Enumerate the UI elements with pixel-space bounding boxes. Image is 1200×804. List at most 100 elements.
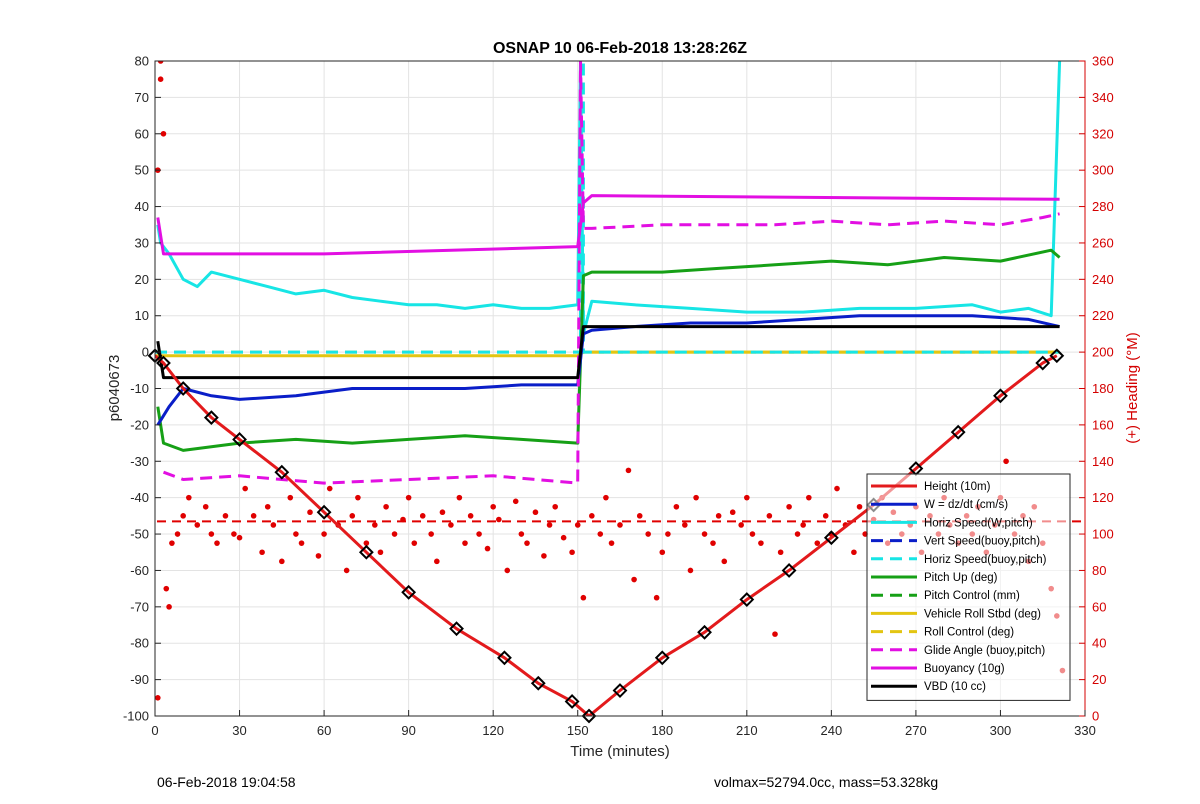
y-tick-label: 70 [135, 90, 149, 105]
y-tick-label: -30 [130, 454, 149, 469]
heading-point [250, 513, 257, 519]
chart-title: OSNAP 10 06-Feb-2018 13:28:26Z [493, 40, 747, 57]
footer-volmax-mass: volmax=52794.0cc, mass=53.328kg [714, 774, 938, 790]
y-tick-label: 10 [135, 308, 149, 323]
heading-point [372, 522, 378, 528]
y-tick-label: 80 [135, 54, 149, 69]
heading-point [822, 513, 829, 519]
heading-point [631, 576, 637, 583]
heading-point [157, 76, 164, 82]
heading-point [307, 509, 313, 516]
heading-point [222, 513, 229, 519]
heading-point [166, 604, 172, 610]
heading-point [518, 531, 525, 537]
height-marker [530, 675, 546, 691]
y2-tick-label: 260 [1092, 235, 1114, 250]
heading-point [186, 494, 192, 501]
heading-point [194, 522, 201, 528]
height-marker [581, 708, 597, 724]
heading-point [462, 540, 468, 546]
y2-tick-label: 80 [1092, 563, 1106, 578]
heading-point [560, 534, 567, 541]
y-tick-label: 40 [135, 199, 149, 214]
y2-tick-label: 280 [1092, 199, 1114, 214]
heading-point [693, 494, 699, 501]
heading-point [259, 549, 265, 556]
left-axis-ticks: -100-90-80-70-60-50-40-30-20-10010203040… [123, 54, 161, 724]
heading-point [321, 531, 327, 537]
y2-tick-label: 180 [1092, 381, 1114, 396]
y-tick-label: -100 [123, 709, 149, 724]
heading-point [484, 545, 491, 552]
y-tick-label: -10 [130, 381, 149, 396]
y2-axis-label: (+) Heading (°M) [1124, 332, 1141, 443]
heading-point [766, 513, 773, 519]
heading-point [541, 553, 547, 559]
series-horiz-speed-w-pitch [156, 61, 1062, 336]
footer-timestamp: 06-Feb-2018 19:04:58 [157, 774, 296, 790]
heading-point [242, 485, 248, 492]
heading-point [428, 531, 434, 537]
heading-point [496, 516, 502, 523]
heading-point [377, 549, 384, 556]
heading-point [208, 531, 215, 537]
heading-point [419, 513, 426, 519]
x-tick-label: 330 [1074, 723, 1096, 738]
heading-point [202, 503, 209, 510]
heading-point [574, 522, 581, 528]
y-tick-label: -60 [130, 563, 149, 578]
legend-entry: Buoyancy (10g) [924, 663, 1005, 675]
y2-tick-label: 320 [1092, 126, 1114, 141]
heading-point [411, 540, 418, 546]
heading-point [504, 567, 511, 574]
heading-point [710, 540, 716, 546]
heading-point [236, 534, 243, 541]
y-tick-label: -80 [130, 636, 149, 651]
heading-point [467, 513, 474, 519]
height-marker [175, 381, 191, 396]
height-marker [232, 432, 247, 447]
y2-tick-label: 40 [1092, 636, 1106, 651]
heading-point [687, 567, 694, 574]
heading-point [174, 531, 181, 537]
series-horiz-speed-buoy-pitch [155, 61, 1060, 354]
x-axis-ticks: 0 30 60 90 120 150 180 210 240 270 300 330 [151, 710, 1096, 738]
heading-point [569, 549, 575, 556]
heading-point [800, 522, 806, 528]
heading-point [701, 531, 708, 537]
height-marker [612, 683, 628, 698]
y2-tick-label: 300 [1092, 163, 1114, 178]
heading-point [721, 558, 728, 565]
heading-point [298, 540, 305, 546]
heading-point [270, 522, 277, 528]
heading-point [546, 522, 553, 528]
heading-point [1003, 458, 1009, 465]
y2-tick-label: 100 [1092, 527, 1114, 542]
height-marker [358, 544, 374, 560]
y2-tick-label: 0 [1092, 709, 1099, 724]
heading-point [343, 567, 350, 574]
y-tick-label: -20 [130, 417, 149, 432]
y2-tick-label: 20 [1092, 672, 1106, 687]
heading-point [315, 553, 322, 559]
y-tick-label: -40 [130, 490, 149, 505]
height-marker [564, 694, 580, 709]
legend: Height (10m) W = dz/dt (cm/s) Horiz Speed(… [866, 473, 1071, 701]
x-tick-label: 120 [482, 723, 504, 738]
heading-point [439, 509, 446, 516]
y-tick-label: 30 [135, 235, 149, 250]
height-marker [993, 388, 1008, 404]
legend-entry: Vert Speed(buoy,pitch) [924, 536, 1040, 548]
y2-tick-label: 360 [1092, 54, 1114, 69]
legend-entry: Vehicle Roll Stbd (deg) [924, 608, 1041, 620]
heading-point [729, 509, 736, 516]
series-w-dz-dt-cm-s [156, 314, 1060, 426]
heading-point [391, 531, 398, 537]
height-marker [697, 624, 712, 640]
heading-point [786, 503, 792, 510]
heading-point [155, 695, 161, 701]
heading-point [231, 531, 237, 537]
legend-entry: Height (10m) [924, 481, 991, 493]
